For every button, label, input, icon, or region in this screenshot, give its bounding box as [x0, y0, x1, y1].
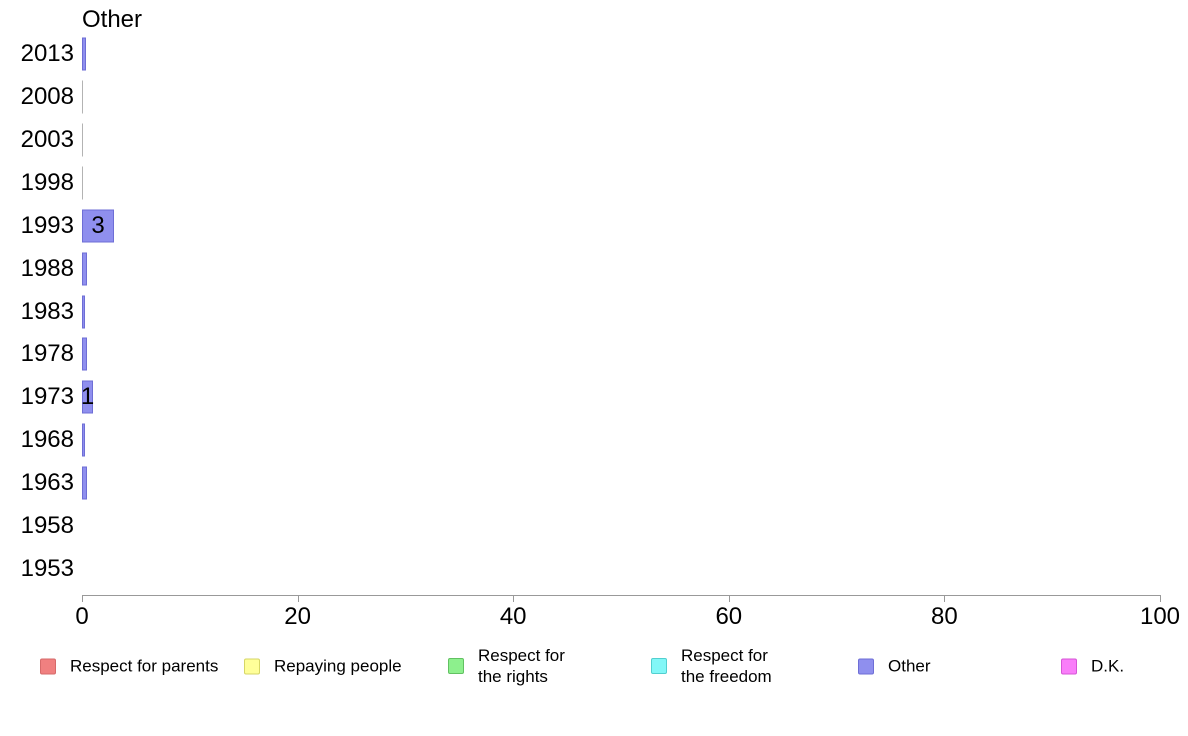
bar-other	[82, 252, 87, 286]
y-axis-tick-label: 1973	[20, 383, 74, 411]
legend-item-label: Other	[888, 656, 931, 676]
bar-value-label: 3	[91, 211, 105, 239]
legend-swatch-icon	[1061, 658, 1077, 674]
y-axis-tick-label: 2008	[20, 82, 74, 110]
x-axis-tick-mark	[944, 596, 946, 602]
bar-other	[82, 466, 87, 500]
bar-other	[82, 337, 87, 371]
y-axis-tick-label: 1968	[20, 426, 74, 454]
x-axis-tick-mark	[82, 596, 83, 602]
legend-swatch-icon	[448, 658, 464, 674]
y-axis-tick-label: 1993	[20, 211, 74, 239]
y-axis-tick-label: 1953	[20, 555, 74, 583]
legend-swatch-icon	[244, 658, 260, 674]
legend-item[interactable]: Respect for the rights	[448, 645, 565, 687]
x-axis-tick-mark	[297, 596, 299, 602]
x-axis-tick-mark	[1160, 596, 1161, 602]
x-axis-tick-label: 80	[931, 603, 958, 630]
zero-value-marker	[82, 123, 83, 157]
y-axis-tick-label: 2003	[20, 125, 74, 153]
x-axis-tick-label: 40	[499, 603, 527, 630]
y-axis-tick-label: 1963	[20, 469, 74, 497]
x-axis-tick-label: 60	[715, 603, 743, 630]
bar-other	[82, 295, 85, 329]
legend-item[interactable]: D.K.	[1061, 656, 1124, 677]
legend-swatch-icon	[858, 658, 874, 674]
bar-other	[82, 209, 114, 243]
legend-swatch-icon	[651, 658, 667, 674]
bar-other	[82, 380, 93, 414]
legend-item-label: Respect for the rights	[478, 646, 565, 686]
bar-other	[82, 37, 86, 71]
y-axis-tick-label: 1988	[20, 254, 74, 282]
y-axis-tick-label: 1983	[20, 297, 74, 325]
zero-value-marker	[82, 166, 83, 200]
legend-item[interactable]: Repaying people	[244, 656, 402, 677]
chart-title: Other	[82, 6, 143, 33]
legend-item-label: Respect for the freedom	[681, 646, 772, 686]
legend-swatch-icon	[40, 658, 56, 674]
x-axis-tick-mark	[513, 596, 515, 602]
zero-value-marker	[82, 80, 83, 114]
legend-item[interactable]: Respect for the freedom	[651, 645, 772, 687]
legend-item[interactable]: Other	[858, 656, 931, 677]
y-axis-tick-label: 1978	[20, 340, 74, 368]
legend-item-label: Repaying people	[274, 656, 402, 676]
x-axis-tick-mark	[728, 596, 730, 602]
legend-item-label: D.K.	[1091, 656, 1125, 676]
bar-value-label: 1	[80, 383, 95, 411]
y-axis-tick-label: 2013	[20, 40, 74, 67]
x-axis-tick-label: 20	[284, 603, 311, 630]
y-axis-tick-label: 1958	[20, 512, 74, 540]
bar-other	[82, 423, 85, 457]
legend-item[interactable]: Respect for parents	[40, 656, 218, 677]
x-axis-tick-label: 100	[1139, 603, 1181, 630]
legend-item-label: Respect for parents	[70, 656, 219, 676]
y-axis-tick-label: 1998	[20, 168, 74, 196]
x-axis-tick-label: 0	[75, 603, 89, 630]
x-axis-line	[82, 595, 1161, 596]
